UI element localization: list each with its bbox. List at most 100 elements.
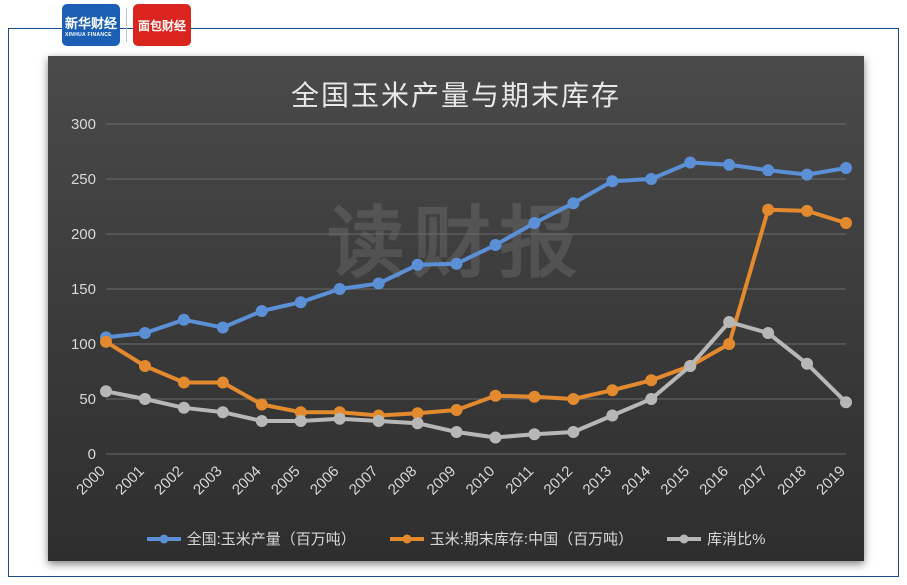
legend-label: 全国:玉米产量（百万吨） xyxy=(187,528,356,549)
x-axis-tick-label: 2018 xyxy=(774,463,810,499)
series-marker-production xyxy=(841,163,851,173)
series-marker-ratio xyxy=(296,416,306,426)
series-marker-stock xyxy=(218,378,228,388)
y-axis-tick-label: 50 xyxy=(79,391,96,408)
series-marker-stock xyxy=(763,205,773,215)
series-marker-stock xyxy=(101,337,111,347)
series-marker-ratio xyxy=(568,427,578,437)
y-axis-tick-label: 250 xyxy=(71,171,96,188)
logo-separator xyxy=(126,8,127,42)
series-marker-production xyxy=(490,240,500,250)
y-axis-tick-label: 200 xyxy=(71,226,96,243)
series-marker-stock xyxy=(607,385,617,395)
x-axis-tick-label: 2003 xyxy=(190,463,226,499)
series-marker-ratio xyxy=(257,416,267,426)
y-axis-tick-label: 100 xyxy=(71,336,96,353)
series-marker-production xyxy=(724,160,734,170)
series-marker-stock xyxy=(140,361,150,371)
plot-svg: 0501001502002503002000200120022003200420… xyxy=(106,124,846,454)
x-axis-tick-label: 2007 xyxy=(346,463,382,499)
series-marker-ratio xyxy=(101,386,111,396)
series-marker-stock xyxy=(646,375,656,385)
logo-blue-sub: XINHUA FINANCE xyxy=(65,32,117,38)
series-marker-stock xyxy=(568,394,578,404)
series-line-production xyxy=(106,163,846,338)
series-line-stock xyxy=(106,210,846,416)
series-marker-production xyxy=(529,218,539,228)
series-marker-stock xyxy=(257,400,267,410)
x-axis-tick-label: 2014 xyxy=(618,463,654,499)
legend-marker-dot xyxy=(159,534,168,543)
x-axis-tick-label: 2001 xyxy=(112,463,148,499)
legend-swatch xyxy=(390,537,424,541)
series-marker-production xyxy=(568,198,578,208)
series-marker-ratio xyxy=(724,317,734,327)
series-marker-production xyxy=(218,323,228,333)
logo-bar: 新华财经 XINHUA FINANCE 面包财经 xyxy=(62,4,191,46)
series-marker-production xyxy=(802,170,812,180)
legend-item-ratio: 库消比% xyxy=(667,528,765,549)
series-marker-ratio xyxy=(452,427,462,437)
chart-panel: 全国玉米产量与期末库存 读财报 050100150200250300200020… xyxy=(48,56,864,561)
series-marker-ratio xyxy=(490,433,500,443)
series-line-ratio xyxy=(106,322,846,438)
series-marker-ratio xyxy=(413,418,423,428)
y-axis-tick-label: 0 xyxy=(88,446,96,463)
series-marker-production xyxy=(179,315,189,325)
x-axis-tick-label: 2019 xyxy=(813,463,849,499)
series-marker-production xyxy=(685,158,695,168)
series-marker-ratio xyxy=(529,429,539,439)
series-marker-ratio xyxy=(685,361,695,371)
series-marker-ratio xyxy=(802,359,812,369)
legend-swatch xyxy=(147,537,181,541)
x-axis-tick-label: 2011 xyxy=(502,463,537,498)
x-axis-tick-label: 2005 xyxy=(268,463,304,499)
x-axis-tick-label: 2012 xyxy=(541,463,577,499)
logo-blue-label: 新华财经 xyxy=(65,13,117,32)
series-marker-stock xyxy=(490,391,500,401)
x-axis-tick-label: 2002 xyxy=(151,463,187,499)
legend-label: 库消比% xyxy=(707,528,765,549)
x-axis-tick-label: 2004 xyxy=(229,463,265,499)
series-marker-production xyxy=(296,297,306,307)
series-marker-ratio xyxy=(140,394,150,404)
series-marker-stock xyxy=(724,339,734,349)
series-marker-ratio xyxy=(335,414,345,424)
series-marker-production xyxy=(452,259,462,269)
series-marker-ratio xyxy=(179,403,189,413)
series-marker-production xyxy=(335,284,345,294)
logo-red-label: 面包财经 xyxy=(138,17,186,34)
series-marker-ratio xyxy=(841,397,851,407)
x-axis-tick-label: 2000 xyxy=(73,463,109,499)
x-axis-tick-label: 2009 xyxy=(424,463,460,499)
chart-legend: 全国:玉米产量（百万吨） 玉米:期末库存:中国（百万吨） 库消比% xyxy=(48,528,864,549)
series-marker-ratio xyxy=(763,328,773,338)
series-marker-stock xyxy=(413,408,423,418)
series-marker-ratio xyxy=(374,416,384,426)
x-axis-tick-label: 2015 xyxy=(657,463,693,499)
x-axis-tick-label: 2017 xyxy=(735,463,771,499)
x-axis-tick-label: 2006 xyxy=(307,463,343,499)
series-marker-production xyxy=(257,306,267,316)
series-marker-stock xyxy=(841,218,851,228)
series-marker-production xyxy=(763,165,773,175)
series-marker-stock xyxy=(179,378,189,388)
series-marker-stock xyxy=(452,405,462,415)
series-marker-ratio xyxy=(218,407,228,417)
series-marker-stock xyxy=(802,206,812,216)
legend-item-production: 全国:玉米产量（百万吨） xyxy=(147,528,356,549)
x-axis-tick-label: 2016 xyxy=(696,463,732,499)
legend-swatch xyxy=(667,537,701,541)
legend-marker-dot xyxy=(680,534,689,543)
chart-title: 全国玉米产量与期末库存 xyxy=(48,74,864,114)
series-marker-stock xyxy=(529,392,539,402)
legend-item-stock: 玉米:期末库存:中国（百万吨） xyxy=(390,528,633,549)
mianbao-caijing-logo: 面包财经 xyxy=(133,4,191,46)
x-axis-tick-label: 2008 xyxy=(385,463,421,499)
legend-label: 玉米:期末库存:中国（百万吨） xyxy=(430,528,633,549)
y-axis-tick-label: 150 xyxy=(71,281,96,298)
plot-area: 0501001502002503002000200120022003200420… xyxy=(106,124,846,454)
x-axis-tick-label: 2010 xyxy=(463,463,499,499)
series-marker-ratio xyxy=(646,394,656,404)
series-marker-production xyxy=(374,279,384,289)
